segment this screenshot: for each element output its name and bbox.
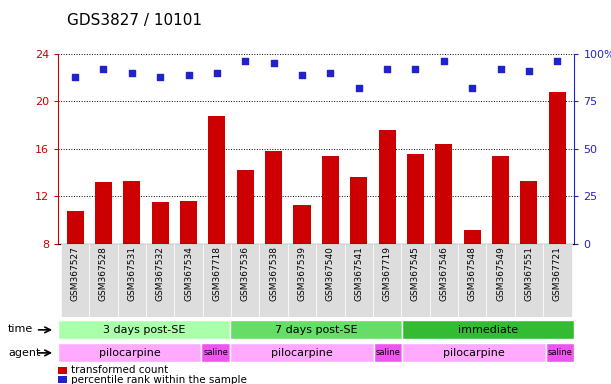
Text: GSM367528: GSM367528: [99, 246, 108, 301]
Text: GSM367539: GSM367539: [298, 246, 307, 301]
Bar: [379, 130, 395, 244]
Text: GSM367719: GSM367719: [382, 246, 392, 301]
Point: [127, 70, 137, 76]
Point: [524, 68, 534, 74]
Text: GSM367531: GSM367531: [127, 246, 136, 301]
Text: GSM367532: GSM367532: [156, 246, 165, 301]
Text: saline: saline: [376, 348, 400, 358]
Text: 3 days post-SE: 3 days post-SE: [103, 325, 185, 335]
Point: [439, 58, 448, 65]
Point: [155, 73, 165, 79]
Point: [411, 66, 420, 72]
Text: GSM367534: GSM367534: [184, 246, 193, 301]
Bar: [231, 244, 260, 317]
Bar: [230, 320, 402, 339]
Text: GSM367548: GSM367548: [467, 246, 477, 301]
Point: [552, 58, 562, 65]
Bar: [208, 116, 225, 244]
Point: [496, 66, 505, 72]
Text: transformed count: transformed count: [71, 365, 168, 376]
Text: GDS3827 / 10101: GDS3827 / 10101: [67, 13, 202, 28]
Bar: [458, 244, 486, 317]
Text: GSM367718: GSM367718: [213, 246, 221, 301]
Bar: [430, 244, 458, 317]
Bar: [230, 343, 373, 362]
Bar: [152, 202, 169, 244]
Bar: [95, 182, 112, 244]
Bar: [180, 201, 197, 244]
Bar: [543, 244, 571, 317]
Bar: [265, 151, 282, 244]
Bar: [401, 244, 430, 317]
Bar: [345, 244, 373, 317]
Bar: [58, 376, 67, 383]
Text: GSM367546: GSM367546: [439, 246, 448, 301]
Text: saline: saline: [203, 348, 229, 358]
Bar: [89, 244, 117, 317]
Point: [269, 60, 279, 66]
Text: percentile rank within the sample: percentile rank within the sample: [71, 374, 247, 384]
Bar: [350, 177, 367, 244]
Point: [98, 66, 108, 72]
Bar: [322, 156, 339, 244]
Bar: [407, 154, 424, 244]
Bar: [202, 343, 230, 362]
Text: GSM367541: GSM367541: [354, 246, 364, 301]
Point: [467, 85, 477, 91]
Bar: [203, 244, 231, 317]
Text: 7 days post-SE: 7 days post-SE: [275, 325, 357, 335]
Bar: [117, 244, 146, 317]
Text: immediate: immediate: [458, 325, 518, 335]
Point: [70, 73, 80, 79]
Point: [240, 58, 250, 65]
Bar: [58, 367, 67, 374]
Bar: [486, 244, 514, 317]
Text: pilocarpine: pilocarpine: [99, 348, 161, 358]
Point: [354, 85, 364, 91]
Bar: [373, 244, 401, 317]
Bar: [402, 343, 546, 362]
Text: GSM367721: GSM367721: [553, 246, 562, 301]
Bar: [293, 205, 310, 244]
Text: pilocarpine: pilocarpine: [271, 348, 333, 358]
Point: [326, 70, 335, 76]
Bar: [549, 92, 566, 244]
Bar: [174, 244, 203, 317]
Text: GSM367545: GSM367545: [411, 246, 420, 301]
Text: time: time: [8, 324, 33, 334]
Text: GSM367538: GSM367538: [269, 246, 278, 301]
Bar: [402, 320, 574, 339]
Bar: [514, 244, 543, 317]
Bar: [123, 181, 141, 244]
Text: GSM367551: GSM367551: [524, 246, 533, 301]
Text: agent: agent: [8, 348, 40, 358]
Text: GSM367549: GSM367549: [496, 246, 505, 301]
Bar: [546, 343, 574, 362]
Point: [212, 70, 222, 76]
Text: GSM367540: GSM367540: [326, 246, 335, 301]
Bar: [67, 210, 84, 244]
Bar: [288, 244, 316, 317]
Text: saline: saline: [547, 348, 573, 358]
Text: GSM367536: GSM367536: [241, 246, 250, 301]
Bar: [236, 170, 254, 244]
Text: GSM367527: GSM367527: [70, 246, 79, 301]
Bar: [58, 320, 230, 339]
Bar: [521, 181, 538, 244]
Text: pilocarpine: pilocarpine: [443, 348, 505, 358]
Point: [184, 71, 194, 78]
Bar: [435, 144, 452, 244]
Point: [297, 71, 307, 78]
Bar: [316, 244, 345, 317]
Bar: [492, 156, 509, 244]
Bar: [58, 343, 202, 362]
Bar: [260, 244, 288, 317]
Bar: [146, 244, 174, 317]
Bar: [61, 244, 89, 317]
Bar: [464, 230, 481, 244]
Bar: [373, 343, 402, 362]
Point: [382, 66, 392, 72]
